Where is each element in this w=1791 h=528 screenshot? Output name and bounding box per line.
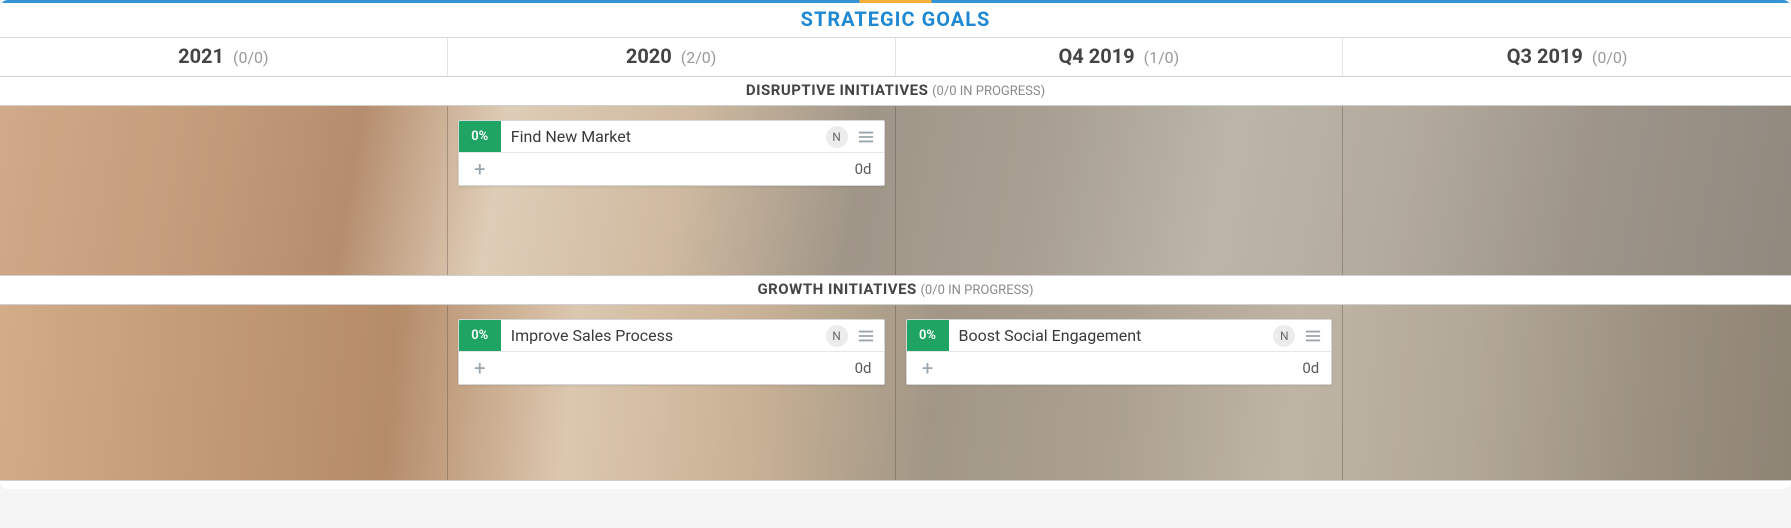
column-count: (0/0) [233,48,269,67]
card-menu-icon[interactable] [1301,320,1325,351]
card-title[interactable]: Improve Sales Process [501,320,826,351]
column-count: (1/0) [1144,48,1180,67]
board-bottom-edge [0,481,1791,489]
section-header-growth: GROWTH INITIATIVES (0/0 IN PROGRESS) [0,276,1791,305]
section-count: (0/0 IN PROGRESS) [932,84,1045,99]
column-label: 2020 [626,44,672,68]
lane-cell[interactable] [1343,305,1791,480]
card-menu-icon[interactable] [854,320,878,351]
card-menu-icon[interactable] [854,121,878,152]
column-header-2021[interactable]: 2021 (0/0) [0,38,448,76]
card-duration: 0d [855,359,884,377]
card-title[interactable]: Find New Market [501,121,826,152]
add-subitem-button[interactable]: + [907,356,949,380]
column-label: 2021 [178,44,224,68]
card-footer-row: + 0d [459,352,884,384]
board-title: STRATEGIC GOALS [801,7,991,31]
lane-cell[interactable] [896,106,1344,275]
lane-cell[interactable]: 0% Improve Sales Process N + 0d [448,305,896,480]
strategic-goals-board: STRATEGIC GOALS 2021 (0/0) 2020 (2/0) Q4… [0,0,1791,489]
section-header-disruptive: DISRUPTIVE INITIATIVES (0/0 IN PROGRESS) [0,77,1791,106]
column-header-2020[interactable]: 2020 (2/0) [448,38,896,76]
lane-cell[interactable] [0,305,448,480]
card-header-row: 0% Boost Social Engagement N [907,320,1332,352]
progress-badge: 0% [459,320,501,351]
card-header-row: 0% Find New Market N [459,121,884,153]
lane-cell[interactable] [0,106,448,275]
column-label: Q3 2019 [1507,44,1583,68]
board-header: STRATEGIC GOALS [0,0,1791,38]
column-label: Q4 2019 [1059,44,1135,68]
card-header-row: 0% Improve Sales Process N [459,320,884,352]
section-count: (0/0 IN PROGRESS) [920,283,1033,298]
column-count: (2/0) [681,48,717,67]
lane-growth: 0% Improve Sales Process N + 0d 0% [0,305,1791,481]
add-subitem-button[interactable]: + [459,157,501,181]
card-duration: 0d [1302,359,1331,377]
lane-cell[interactable]: 0% Boost Social Engagement N + 0d [896,305,1344,480]
card-footer-row: + 0d [459,153,884,185]
columns-header: 2021 (0/0) 2020 (2/0) Q4 2019 (1/0) Q3 2… [0,38,1791,77]
column-header-q4-2019[interactable]: Q4 2019 (1/0) [896,38,1344,76]
goal-card[interactable]: 0% Improve Sales Process N + 0d [458,319,885,385]
progress-badge: 0% [459,121,501,152]
lane-cell[interactable] [1343,106,1791,275]
lane-disruptive: 0% Find New Market N + 0d [0,106,1791,276]
column-header-q3-2019[interactable]: Q3 2019 (0/0) [1343,38,1791,76]
column-count: (0/0) [1592,48,1628,67]
status-badge[interactable]: N [1273,325,1295,347]
section-name: GROWTH INITIATIVES [757,280,916,298]
progress-badge: 0% [907,320,949,351]
status-badge[interactable]: N [826,126,848,148]
section-name: DISRUPTIVE INITIATIVES [746,81,928,99]
card-title[interactable]: Boost Social Engagement [949,320,1274,351]
goal-card[interactable]: 0% Find New Market N + 0d [458,120,885,186]
lane-cell[interactable]: 0% Find New Market N + 0d [448,106,896,275]
card-duration: 0d [855,160,884,178]
card-footer-row: + 0d [907,352,1332,384]
add-subitem-button[interactable]: + [459,356,501,380]
status-badge[interactable]: N [826,325,848,347]
goal-card[interactable]: 0% Boost Social Engagement N + 0d [906,319,1333,385]
